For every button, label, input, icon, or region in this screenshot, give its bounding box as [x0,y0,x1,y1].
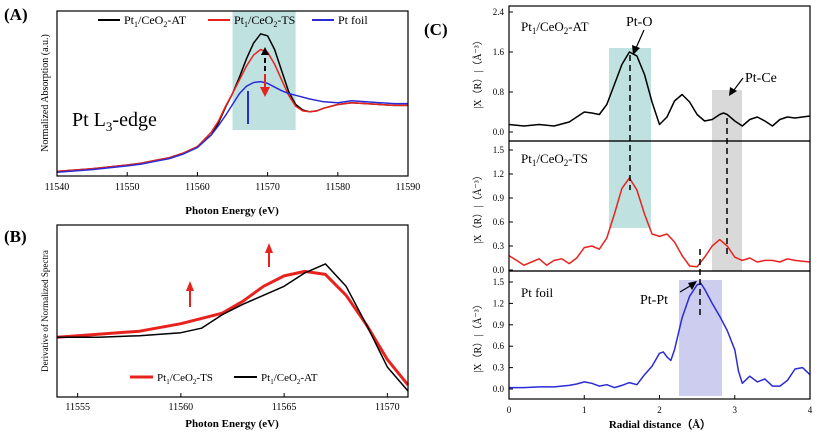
legend-a-ts-label: Pt1/CeO2-TS [234,13,295,29]
panel-b-xlabel: Photon Energy (eV) [185,418,279,430]
series-line-pt1-ceo2-ts [56,48,408,173]
y-tick-label: 0.9 [493,320,505,330]
panel-c-pt-o-label: Pt-O [626,15,652,30]
x-tick-label: 11560 [169,402,194,413]
series-line-pt1-ceo2-at [508,51,811,127]
panel-c1-sample-label: Pt1/CeO2-AT [521,19,589,36]
y-tick-label: 1.5 [493,145,505,155]
series-line-pt1-ceo2-ts [508,177,811,268]
x-tick-label: 11560 [185,182,210,193]
panel-c-pt-o-arrowhead [632,45,640,55]
panel-a-frame [56,10,409,177]
panel-a-xticks: 11540 11550 11560 11570 11580 11590 [45,172,421,193]
panel-c-pt-ce-arrow [733,77,744,91]
x-tick-label: 11555 [65,402,90,413]
panel-a-edge-annotation: Pt L3-edge [72,109,157,134]
panel-c-pt-pt-arrowhead [688,281,697,290]
panel-a-markers [247,47,270,124]
panel-c1-series [508,51,811,127]
panel-b-arrows [186,243,273,307]
panel-a-up-arrowhead [261,47,269,55]
x-tick-label: 11540 [45,182,70,193]
panel-b-frame [56,224,409,398]
panel-c-pt-o-arrow [635,29,645,49]
legend-b-at-label: Pt1/CeO2-AT [261,372,318,386]
panel-b-ylabel: Derivative of Normalized Spectra [40,250,50,372]
panel-c-pt-ce-arrowhead [729,87,737,96]
x-tick-label: 11580 [325,182,350,193]
y-tick-label: 1.2 [493,298,504,308]
series-line-pt-foil [56,80,408,174]
panel-c2-ylabel: |X（R）|（Å⁻³） [472,170,484,243]
panel-c-pt-pt-arrow [679,285,691,293]
x-tick-label: 11590 [396,182,421,193]
x-tick-label: 1 [582,405,587,415]
panel-c2-series [508,177,811,268]
y-tick-label: 1.6 [493,47,505,57]
y-tick-label: 0.0 [493,265,505,275]
panel-b-arrow-2-head [265,243,273,253]
y-tick-label: 1.5 [493,277,505,287]
y-tick-label: 0.9 [493,193,505,203]
y-tick-label: 2.4 [493,7,505,17]
panel-a-ylabel: Normalized Absorption (a.u.) [40,34,51,152]
panel-a-label: (A) [4,5,28,24]
panel-b-xticks: 11555 11560 11565 11570 [65,393,400,413]
y-tick-label: 0.3 [493,241,505,251]
panel-c-lavender-band [679,280,722,396]
panel-b-arrow-1-head [186,281,194,291]
x-tick-label: 3 [733,405,738,415]
series-line-pt1-ceo2-ts [56,269,410,386]
panel-a-series [56,33,408,174]
panel-c3-series [509,282,811,389]
y-tick-label: 1.2 [493,169,504,179]
y-tick-label: 0.0 [493,384,505,394]
panel-b: (B) Pt1/CeO2-TS Pt1/CeO2-AT Derivative o… [4,224,410,430]
panel-c3-ylabel: |X（R）|（Å⁻³） [472,299,484,372]
legend-a-foil-label: Pt foil [338,13,368,27]
x-tick-label: 11570 [375,402,400,413]
x-tick-label: 0 [507,405,512,415]
panel-a-xlabel: Photon Energy (eV) [185,205,279,217]
panel-b-series [56,263,410,392]
x-tick-label: 4 [808,405,813,415]
panel-c-label: (C) [424,20,448,39]
panel-c-ticks: 0.0 0.8 1.6 2.4 0.0 0.3 0.6 0.9 1.2 1.5 0.0 0.3 0.6 0… [493,7,813,415]
y-tick-label: 0.8 [493,87,505,97]
y-tick-label: 0.6 [493,341,505,351]
x-tick-label: 11550 [115,182,140,193]
y-tick-label: 0.0 [493,127,505,137]
x-tick-label: 11570 [255,182,280,193]
x-tick-label: 2 [657,405,662,415]
panel-c-pt-pt-label: Pt-Pt [640,293,668,308]
legend-b-ts-label: Pt1/CeO2-TS [157,372,213,386]
y-tick-label: 0.3 [493,363,505,373]
series-line-pt1-ceo2-at [57,263,409,392]
panel-c2-sample-label: Pt1/CeO2-TS [521,151,588,168]
panel-c3-sample-label: Pt foil [521,285,554,300]
legend-a-at-label: Pt1/CeO2-AT [124,13,187,29]
x-tick-label: 11565 [272,402,297,413]
panel-c: (C) Pt-O Pt-Ce Pt-Pt Pt1/CeO2-AT Pt1/CeO… [424,5,813,431]
panel-b-legend: Pt1/CeO2-TS Pt1/CeO2-AT [130,372,318,386]
panel-b-label: (B) [4,227,27,246]
panel-c-pt-ce-label: Pt-Ce [745,71,777,86]
panel-c-xlabel: Radial distance（Å） [609,418,711,431]
panel-a: (A) Pt1/CeO2-AT Pt1/CeO2-TS Pt foil Pt L… [4,5,420,217]
series-line-pt-foil [509,282,811,389]
panel-c1-ylabel: |X（R）|（Å⁻³） [472,35,484,108]
panel-a-red-arrowhead [260,87,270,97]
y-tick-label: 0.6 [493,217,505,227]
panel-a-legend: Pt1/CeO2-AT Pt1/CeO2-TS Pt foil [98,13,368,29]
